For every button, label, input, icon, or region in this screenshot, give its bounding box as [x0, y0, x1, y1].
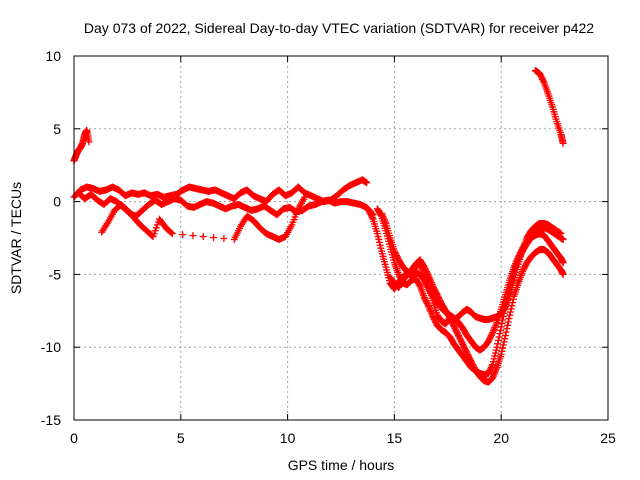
- data-point: [506, 308, 514, 316]
- data-point: [501, 335, 509, 343]
- data-point: [539, 77, 547, 85]
- data-point: [189, 232, 197, 240]
- data-point: [499, 341, 507, 349]
- data-point: [85, 138, 93, 146]
- chart-title: Day 073 of 2022, Sidereal Day-to-day VTE…: [84, 20, 594, 36]
- y-tick-label: -5: [49, 266, 62, 282]
- data-point: [424, 301, 432, 309]
- data-point: [508, 302, 516, 310]
- data-point: [500, 338, 508, 346]
- data-point: [210, 234, 218, 242]
- data-point: [507, 305, 515, 313]
- data-point: [167, 229, 175, 237]
- y-tick-label: 0: [53, 194, 61, 210]
- data-point: [557, 230, 565, 238]
- data-point: [497, 323, 505, 331]
- x-tick-label: 10: [280, 430, 296, 446]
- data-point: [199, 233, 207, 241]
- data-point: [559, 235, 567, 243]
- data-point: [505, 315, 513, 323]
- data-point: [496, 326, 504, 334]
- x-tick-label: 5: [177, 430, 185, 446]
- data-point: [504, 321, 512, 329]
- x-tick-label: 15: [387, 430, 403, 446]
- data-point: [559, 139, 567, 147]
- data-point: [501, 304, 509, 312]
- data-points: [70, 67, 567, 386]
- y-tick-label: 5: [53, 121, 61, 137]
- data-point: [496, 330, 504, 338]
- data-point: [488, 362, 496, 370]
- data-point: [494, 340, 502, 348]
- data-point: [498, 319, 506, 327]
- data-point: [501, 332, 509, 340]
- x-tick-label: 0: [70, 430, 78, 446]
- x-tick-label: 20: [493, 430, 509, 446]
- data-point: [502, 328, 510, 336]
- data-point: [499, 344, 507, 352]
- data-point: [509, 295, 517, 303]
- data-point: [179, 231, 187, 239]
- data-point: [168, 230, 176, 238]
- data-point: [220, 234, 228, 242]
- y-tick-labels: -15 -10 -5 0 5 10: [41, 48, 61, 428]
- data-point: [559, 270, 567, 278]
- x-tick-label: 25: [600, 430, 616, 446]
- x-axis-label: GPS time / hours: [288, 457, 395, 473]
- data-point: [506, 311, 514, 319]
- data-point: [363, 179, 371, 187]
- data-point: [424, 270, 432, 278]
- data-point: [497, 350, 505, 358]
- x-tick-labels: 0 5 10 15 20 25: [70, 430, 616, 446]
- data-point: [415, 281, 423, 289]
- data-point: [301, 193, 309, 201]
- data-point: [503, 325, 511, 333]
- y-tick-label: -10: [41, 339, 61, 355]
- data-point: [493, 343, 501, 351]
- data-point: [504, 318, 512, 326]
- y-axis-label: SDTVAR / TECUs: [8, 182, 24, 294]
- data-point: [495, 333, 503, 341]
- y-tick-label: -15: [41, 412, 61, 428]
- data-point: [559, 259, 567, 267]
- plot-frame: [73, 55, 609, 421]
- data-point: [368, 214, 376, 222]
- data-point: [494, 336, 502, 344]
- data-point: [498, 347, 506, 355]
- data-point: [488, 330, 496, 338]
- y-tick-label: 10: [45, 48, 61, 64]
